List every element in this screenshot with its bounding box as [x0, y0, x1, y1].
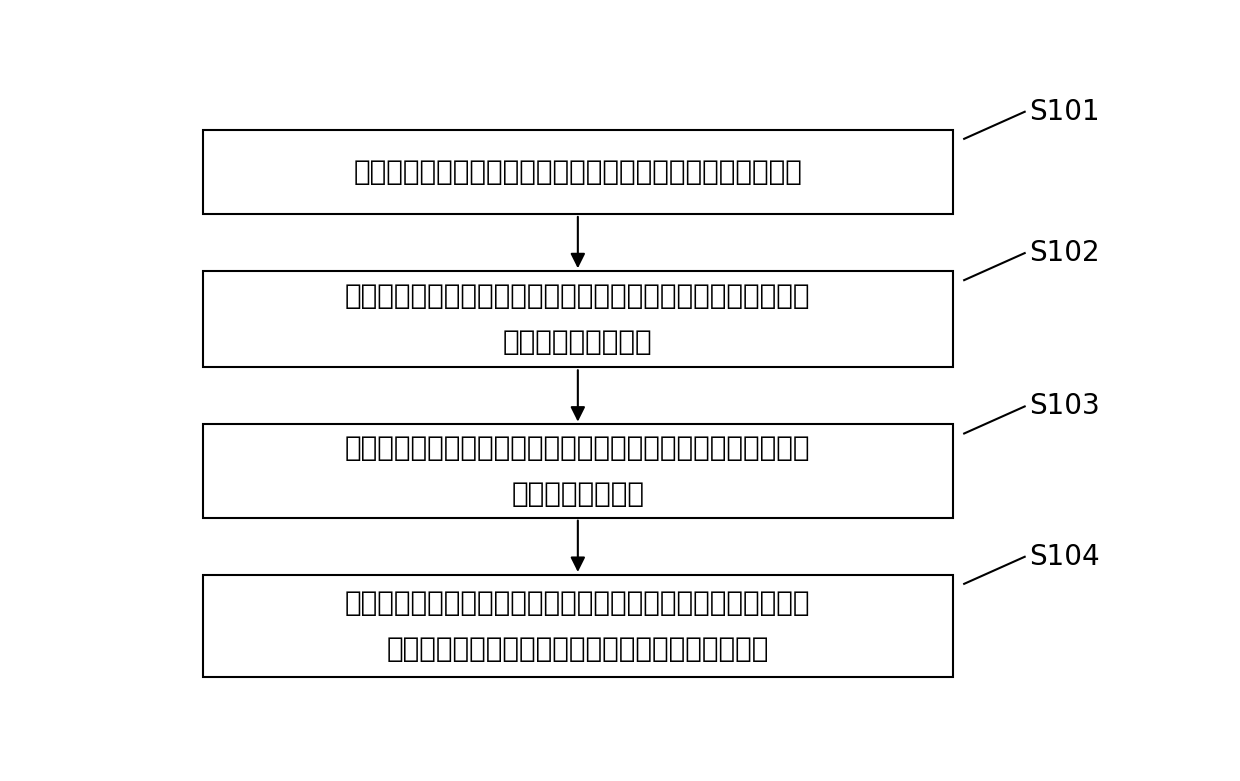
FancyBboxPatch shape — [203, 271, 952, 367]
Text: 确定储能电站管道内的压力波传播速度、管道液体的初始速度: 确定储能电站管道内的压力波传播速度、管道液体的初始速度 — [353, 158, 802, 186]
Text: 获取储能电站的设计水头、导叶初始开度、允许的最大压力升高
值以及导叶关闭时间: 获取储能电站的设计水头、导叶初始开度、允许的最大压力升高 值以及导叶关闭时间 — [345, 283, 811, 356]
Text: S102: S102 — [1029, 239, 1100, 267]
FancyBboxPatch shape — [203, 425, 952, 518]
Text: S104: S104 — [1029, 543, 1100, 571]
Text: S101: S101 — [1029, 98, 1100, 126]
Text: 根据导叶初始开度、确定的管道断面系数、允许的最大压力升高
值以及导叶关闭时间确定水流惯性时间常数的允许值: 根据导叶初始开度、确定的管道断面系数、允许的最大压力升高 值以及导叶关闭时间确定… — [345, 589, 811, 663]
Text: S103: S103 — [1029, 392, 1100, 420]
FancyBboxPatch shape — [203, 130, 952, 214]
FancyBboxPatch shape — [203, 575, 952, 677]
Text: 根据设计水头、管道内的压力波传播速度、管道液体的初始速度
确定管道断面系数: 根据设计水头、管道内的压力波传播速度、管道液体的初始速度 确定管道断面系数 — [345, 434, 811, 508]
